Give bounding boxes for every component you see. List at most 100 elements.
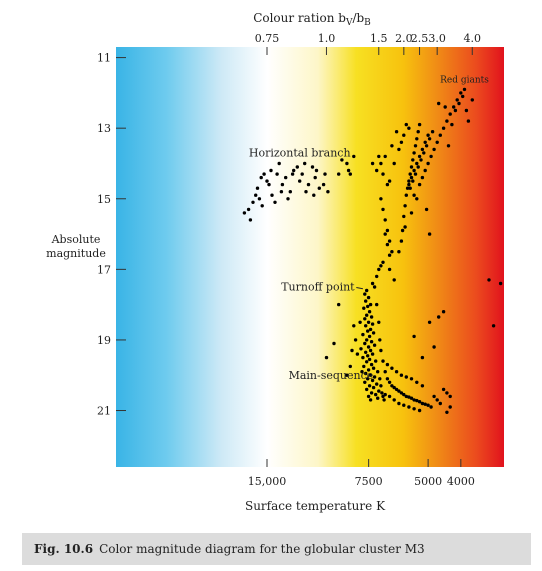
data-point <box>279 190 284 194</box>
data-point <box>352 154 356 159</box>
data-point <box>399 391 404 395</box>
svg-text:Colour ration bV/bB: Colour ration bV/bB <box>253 11 371 28</box>
annotation-label: Turnoff point <box>281 281 355 294</box>
data-point <box>402 214 406 219</box>
data-point <box>284 175 288 180</box>
data-point <box>280 182 285 187</box>
data-point <box>404 193 408 197</box>
data-point <box>383 232 387 236</box>
data-point <box>397 250 401 254</box>
data-point <box>466 119 471 123</box>
data-point <box>464 108 469 113</box>
data-point <box>411 158 415 162</box>
data-points <box>242 87 503 414</box>
data-point <box>242 211 247 215</box>
data-point <box>363 341 367 346</box>
data-point <box>462 87 467 92</box>
left-tick-label: 19 <box>97 334 111 347</box>
data-point <box>365 360 369 364</box>
data-point <box>487 278 491 282</box>
data-point <box>371 366 376 370</box>
data-point <box>392 161 396 166</box>
data-point <box>368 373 373 377</box>
color-magnitude-diagram: Colour ration bV/bB 0.75 1.0 1.5 2.0 2.5 3.0 4… <box>46 11 504 513</box>
data-point <box>348 172 352 176</box>
data-point <box>367 357 372 362</box>
data-point <box>366 345 371 349</box>
data-point <box>417 400 422 404</box>
data-point <box>269 168 273 173</box>
data-point <box>314 168 319 173</box>
annotation-label: Red giants <box>440 75 489 85</box>
data-point <box>381 172 385 176</box>
data-point <box>310 165 315 169</box>
data-point <box>397 147 401 152</box>
data-point <box>420 401 425 406</box>
data-point <box>362 364 366 369</box>
data-point <box>387 394 392 399</box>
data-point <box>381 260 385 264</box>
data-point <box>370 281 375 286</box>
data-point <box>363 380 367 384</box>
data-point <box>369 315 374 319</box>
data-point <box>461 94 465 99</box>
data-point <box>408 172 412 176</box>
data-point <box>409 377 414 381</box>
data-point <box>370 322 375 326</box>
data-point <box>270 193 274 197</box>
x-axis-label: Surface temperature K <box>245 499 386 513</box>
data-point <box>402 392 406 397</box>
data-point <box>379 348 383 353</box>
data-point <box>427 137 432 141</box>
data-point <box>438 401 442 406</box>
data-point <box>390 366 394 370</box>
data-point <box>424 207 429 212</box>
data-point <box>273 200 277 204</box>
data-point <box>368 302 373 307</box>
data-point <box>443 105 447 109</box>
data-point <box>359 347 363 351</box>
annotation-leader-line <box>356 287 363 290</box>
data-point <box>412 151 416 155</box>
data-point <box>412 398 416 402</box>
data-point <box>383 370 387 374</box>
data-point <box>366 304 370 309</box>
top-axis-ticks: 0.75 1.0 1.5 2.02.5 3.0 4.0 <box>255 32 481 55</box>
data-point <box>350 348 354 353</box>
top-axis-sub2: B <box>364 18 371 28</box>
data-point <box>417 182 422 187</box>
left-tick-label: 11 <box>97 52 111 65</box>
bottom-tick-label: 4000 <box>447 475 475 488</box>
data-point <box>392 398 396 402</box>
data-point <box>369 391 374 395</box>
data-point <box>387 179 392 183</box>
top-tick-label: 3.0 <box>428 32 446 45</box>
data-point <box>378 338 382 342</box>
data-point <box>452 105 456 109</box>
figure-caption-text: Color magnitude diagram for the globular… <box>99 542 425 556</box>
data-point <box>292 168 296 173</box>
data-point <box>441 387 446 392</box>
data-point <box>267 182 271 187</box>
data-point <box>366 329 370 333</box>
data-point <box>361 355 365 360</box>
data-point <box>405 186 410 190</box>
data-point <box>306 182 311 187</box>
data-point <box>407 182 411 187</box>
data-point <box>448 394 452 399</box>
data-point <box>380 391 384 395</box>
top-tick-label: 4.0 <box>464 32 482 45</box>
data-point <box>435 140 439 144</box>
data-point <box>415 197 419 201</box>
data-point <box>381 207 385 212</box>
data-point <box>429 154 433 159</box>
top-axis-title: Colour ration bV/bB <box>253 11 371 28</box>
data-point <box>366 354 370 358</box>
annotation-leader-line <box>367 375 370 378</box>
data-point <box>372 343 377 347</box>
data-point <box>420 384 425 388</box>
left-tick-label: 17 <box>97 263 111 276</box>
data-point <box>491 324 496 328</box>
data-point <box>324 355 329 360</box>
data-point <box>365 387 369 392</box>
